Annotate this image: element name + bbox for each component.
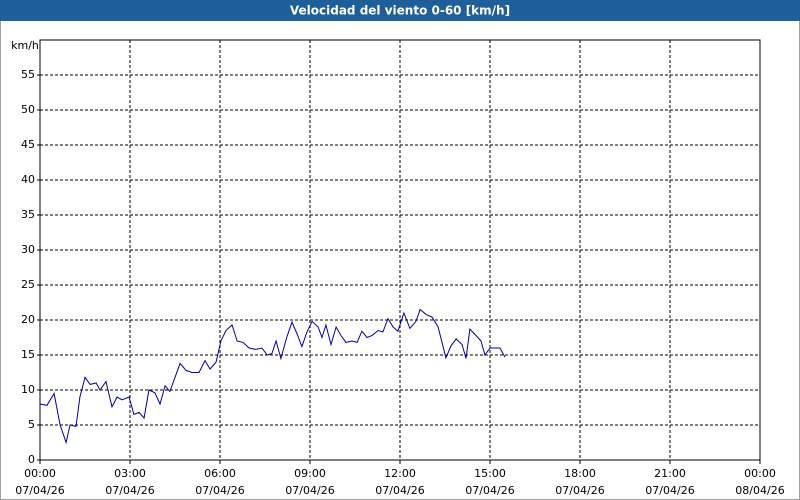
x-tick-date: 07/04/26: [105, 484, 154, 497]
x-tick-label: 15:00: [474, 467, 506, 480]
x-tick-label: 09:00: [294, 467, 326, 480]
y-tick-label: 0: [28, 453, 35, 466]
y-tick-label: 35: [21, 208, 35, 221]
x-tick-date: 07/04/26: [285, 484, 334, 497]
y-tick-label: 55: [21, 68, 35, 81]
y-tick-label: 15: [21, 348, 35, 361]
x-tick-label: 00:00: [744, 467, 776, 480]
y-tick-label: 30: [21, 243, 35, 256]
x-tick-date: 08/04/26: [735, 484, 784, 497]
x-tick-date: 07/04/26: [645, 484, 694, 497]
y-tick-label: 45: [21, 138, 35, 151]
x-tick-date: 07/04/26: [195, 484, 244, 497]
x-tick-label: 06:00: [204, 467, 236, 480]
x-tick-date: 07/04/26: [555, 484, 604, 497]
y-tick-label: 5: [28, 418, 35, 431]
y-tick-label: 25: [21, 278, 35, 291]
y-tick-label: 40: [21, 173, 35, 186]
data-line: [39, 308, 506, 445]
x-tick-label: 12:00: [384, 467, 416, 480]
x-tick-label: 00:00: [24, 467, 56, 480]
y-axis-label: km/h: [11, 39, 39, 52]
title-bar: [0, 0, 800, 21]
x-tick-label: 03:00: [114, 467, 146, 480]
x-tick-date: 07/04/26: [465, 484, 514, 497]
x-tick-label: 21:00: [654, 467, 686, 480]
x-tick-label: 18:00: [564, 467, 596, 480]
chart-title: Velocidad del viento 0-60 [km/h]: [290, 4, 510, 18]
y-tick-label: 10: [21, 383, 35, 396]
y-tick-label: 50: [21, 103, 35, 116]
x-tick-date: 07/04/26: [15, 484, 64, 497]
y-tick-label: 20: [21, 313, 35, 326]
x-tick-date: 07/04/26: [375, 484, 424, 497]
